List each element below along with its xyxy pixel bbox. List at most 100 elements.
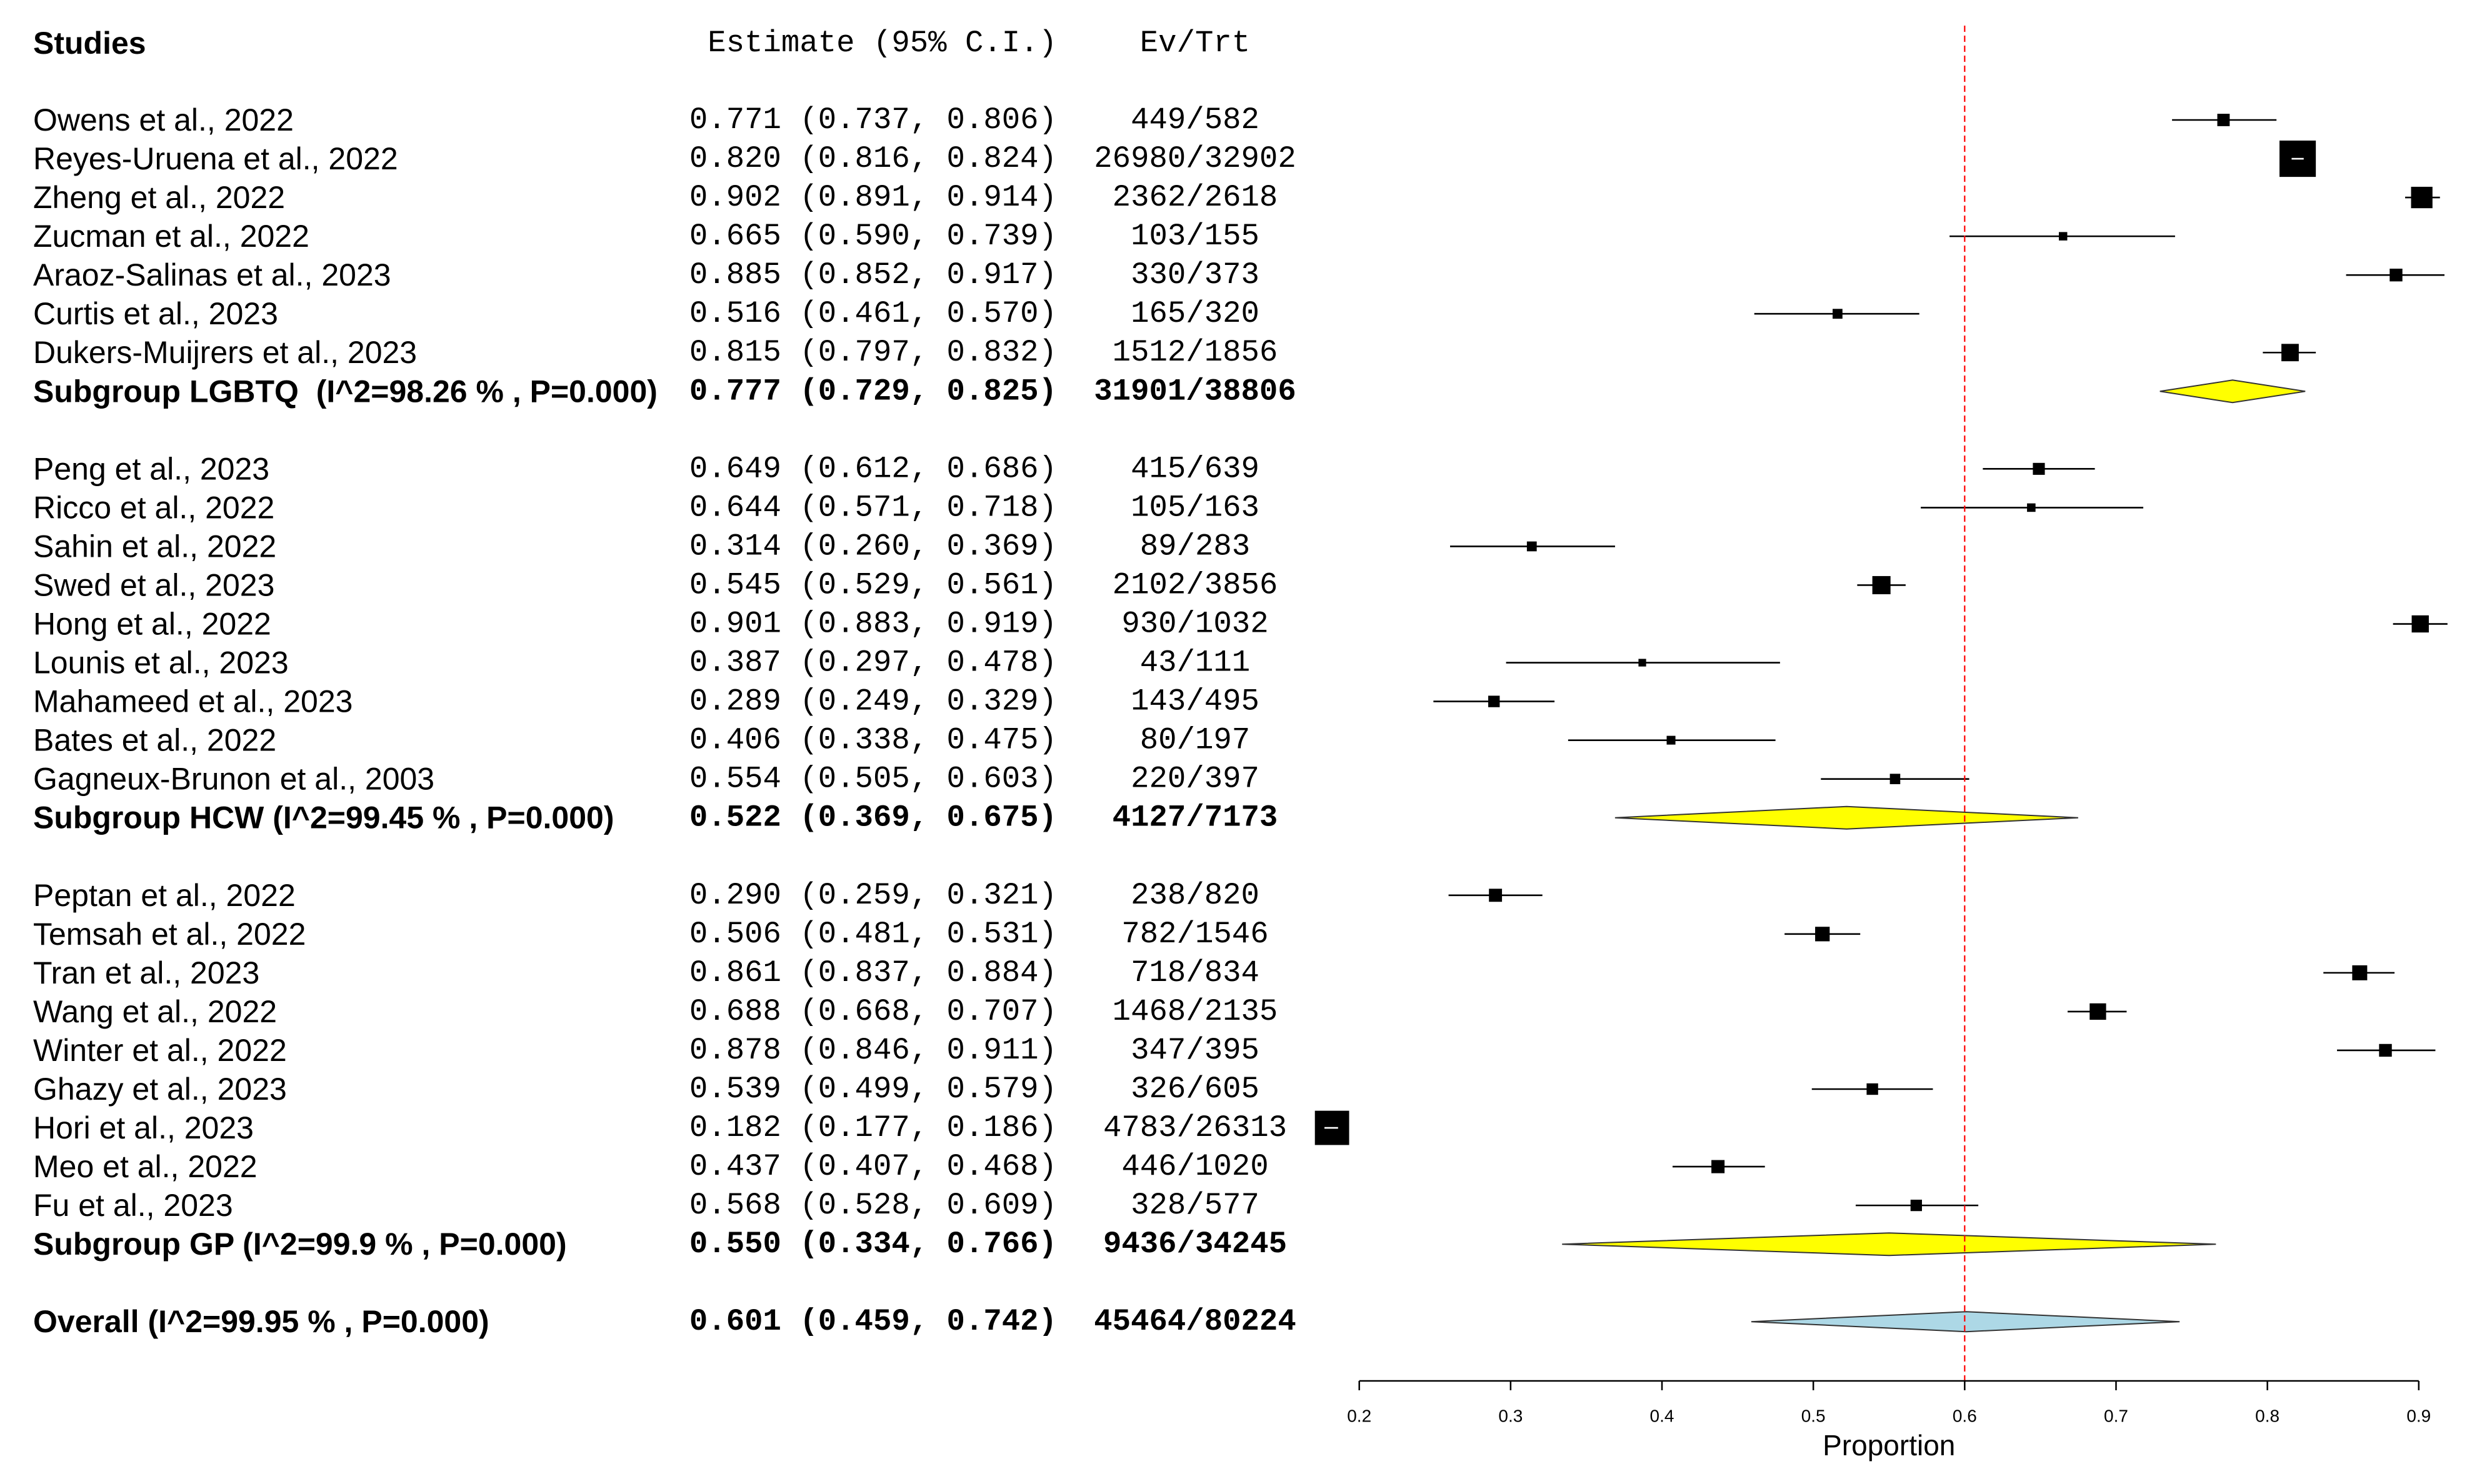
study-row: Temsah et al., 2022 0.506 (0.481, 0.531) 7…	[33, 917, 1269, 952]
study-marker	[1921, 503, 2144, 512]
study-row: Meo et al., 2022 0.437 (0.407, 0.468) 446/…	[33, 1149, 1269, 1184]
study-events-trials: 89/283	[1140, 529, 1250, 564]
study-marker	[1448, 889, 1543, 902]
subgroup-row: Subgroup GP (I^2=99.9 % , P=0.000) 0.550 …	[33, 1227, 1287, 1262]
study-label: Winter et al., 2022	[33, 1033, 287, 1068]
study-estimate-ci: 0.820 (0.816, 0.824)	[689, 141, 1057, 176]
study-events-trials: 105/163	[1131, 490, 1259, 525]
study-estimate-ci: 0.649 (0.612, 0.686)	[689, 451, 1057, 486]
study-marker	[2346, 268, 2444, 282]
estimate-square	[1910, 1199, 1922, 1212]
study-label: Ghazy et al., 2023	[33, 1072, 287, 1107]
subgroup-events-trials: 9436/34245	[1103, 1227, 1287, 1262]
study-table: Owens et al., 2022 0.771 (0.737, 0.806) 44…	[33, 102, 1296, 1339]
study-events-trials: 103/155	[1131, 219, 1259, 254]
study-events-trials: 930/1032	[1121, 607, 1268, 642]
study-row: Lounis et al., 2023 0.387 (0.297, 0.478) 4…	[33, 645, 1250, 680]
study-label: Hori et al., 2023	[33, 1110, 254, 1145]
column-header-events-trials: Ev/Trt	[1140, 26, 1250, 61]
study-marker	[1821, 774, 1969, 784]
estimate-square	[1872, 575, 1891, 595]
study-estimate-ci: 0.885 (0.852, 0.917)	[689, 257, 1057, 292]
study-events-trials: 26980/32902	[1094, 141, 1296, 176]
study-events-trials: 2102/3856	[1113, 567, 1278, 602]
study-marker	[2067, 1003, 2127, 1020]
x-tick-label: 0.6	[1953, 1407, 1977, 1426]
study-estimate-ci: 0.516 (0.461, 0.570)	[689, 296, 1057, 331]
study-estimate-ci: 0.644 (0.571, 0.718)	[689, 490, 1057, 525]
study-estimate-ci: 0.290 (0.259, 0.321)	[689, 878, 1057, 913]
subgroup-events-trials: 4127/7173	[1113, 800, 1278, 835]
study-label: Zucman et al., 2022	[33, 219, 309, 254]
study-marker	[1949, 232, 2175, 241]
estimate-square	[1815, 927, 1830, 942]
study-label: Owens et al., 2022	[33, 102, 294, 137]
study-events-trials: 718/834	[1131, 955, 1259, 990]
study-marker	[1449, 541, 1615, 552]
column-header-estimate: Estimate (95% C.I.)	[708, 26, 1057, 61]
study-row: Mahameed et al., 2023 0.289 (0.249, 0.329…	[33, 684, 1259, 719]
study-label: Temsah et al., 2022	[33, 917, 306, 952]
study-row: Wang et al., 2022 0.688 (0.668, 0.707) 146…	[33, 994, 1278, 1029]
study-estimate-ci: 0.437 (0.407, 0.468)	[689, 1149, 1057, 1184]
estimate-square	[1488, 695, 1500, 707]
x-tick-label: 0.9	[2406, 1407, 2431, 1426]
study-marker	[1811, 1083, 1933, 1095]
subgroup-label: Subgroup GP (I^2=99.9 % , P=0.000)	[33, 1227, 567, 1262]
study-events-trials: 220/397	[1131, 762, 1259, 797]
overall-estimate-ci: 0.601 (0.459, 0.742)	[689, 1304, 1057, 1339]
study-estimate-ci: 0.506 (0.481, 0.531)	[689, 917, 1057, 952]
study-row: Curtis et al., 2023 0.516 (0.461, 0.570) 1…	[33, 296, 1259, 331]
estimate-square	[2217, 114, 2230, 126]
study-marker	[2323, 965, 2395, 980]
estimate-square	[2089, 1003, 2106, 1020]
study-events-trials: 1512/1856	[1113, 335, 1278, 370]
overall-row: Overall (I^2=99.95 % , P=0.000) 0.601 (0.…	[33, 1304, 1296, 1339]
study-row: Gagneux-Brunon et al., 2003 0.554 (0.505,…	[33, 762, 1259, 797]
study-events-trials: 449/582	[1131, 102, 1259, 137]
study-events-trials: 330/373	[1131, 257, 1259, 292]
study-events-trials: 782/1546	[1121, 917, 1268, 952]
study-label: Peng et al., 2023	[33, 451, 269, 486]
x-tick-label: 0.5	[1801, 1407, 1826, 1426]
x-tick-label: 0.4	[1650, 1407, 1674, 1426]
study-row: Araoz-Salinas et al., 2023 0.885 (0.852, …	[33, 257, 1259, 292]
estimate-square	[2058, 232, 2068, 241]
overall-label: Overall (I^2=99.95 % , P=0.000)	[33, 1304, 489, 1339]
overall-diamond	[1751, 1311, 2180, 1333]
study-label: Meo et al., 2022	[33, 1149, 258, 1184]
x-axis-title: Proportion	[1823, 1429, 1955, 1462]
study-marker	[1983, 462, 2095, 475]
x-tick-label: 0.8	[2255, 1407, 2279, 1426]
study-row: Dukers-Muijrers et al., 2023 0.815 (0.797…	[33, 335, 1278, 370]
x-axis: 0.2 0.3 0.4 0.5 0.6 0.7 0.8 0.9 Proportion	[1347, 1380, 2431, 1462]
estimate-square	[1711, 1160, 1725, 1173]
study-events-trials: 143/495	[1131, 684, 1259, 719]
study-marker	[2172, 114, 2277, 126]
study-row: Reyes-Uruena et al., 2022 0.820 (0.816, 0…	[33, 141, 1296, 176]
column-headers: Studies Estimate (95% C.I.) Ev/Trt	[33, 26, 1250, 61]
subgroup-label: Subgroup LGBTQ (I^2=98.26 % , P=0.000)	[33, 374, 658, 409]
estimate-square	[1833, 309, 1843, 319]
study-label: Tran et al., 2023	[33, 955, 259, 990]
study-marker	[1672, 1160, 1765, 1173]
study-events-trials: 165/320	[1131, 296, 1259, 331]
study-row: Fu et al., 2023 0.568 (0.528, 0.609) 328/5…	[33, 1188, 1259, 1223]
study-marker	[1433, 695, 1555, 707]
study-marker	[1784, 927, 1861, 942]
study-label: Araoz-Salinas et al., 2023	[33, 257, 391, 292]
study-label: Peptan et al., 2022	[33, 878, 296, 913]
estimate-square	[1866, 1083, 1878, 1095]
study-events-trials: 415/639	[1131, 451, 1259, 486]
x-tick-label: 0.2	[1347, 1407, 1371, 1426]
subgroup-diamond	[1614, 805, 2078, 830]
study-label: Dukers-Muijrers et al., 2023	[33, 335, 417, 370]
study-row: Tran et al., 2023 0.861 (0.837, 0.884) 718…	[33, 955, 1259, 990]
study-row: Ricco et al., 2022 0.644 (0.571, 0.718) 10…	[33, 490, 1259, 525]
estimate-square	[1638, 659, 1646, 667]
estimate-square	[2411, 615, 2429, 633]
study-estimate-ci: 0.182 (0.177, 0.186)	[689, 1110, 1057, 1145]
study-label: Ricco et al., 2022	[33, 490, 274, 525]
study-label: Lounis et al., 2023	[33, 645, 289, 680]
study-row: Sahin et al., 2022 0.314 (0.260, 0.369) 89…	[33, 529, 1250, 564]
